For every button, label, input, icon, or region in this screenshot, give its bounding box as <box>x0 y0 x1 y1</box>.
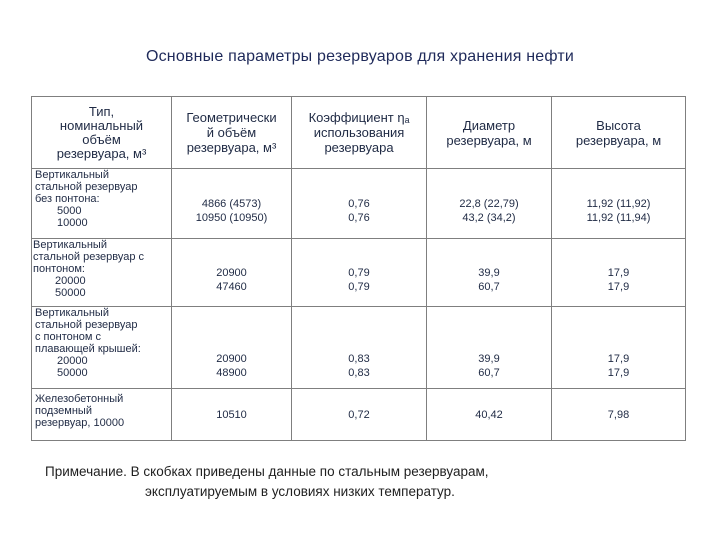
volume-value: 20900 <box>216 352 247 365</box>
header-type-line: Тип, <box>88 103 115 119</box>
header-height-line: Высота <box>596 117 641 133</box>
height-value: 7,98 <box>607 408 630 421</box>
type-line: Вертикальный <box>33 239 107 251</box>
table-row: Вертикальный стальной резервуар без понт… <box>31 168 686 239</box>
type-cell: Вертикальный стальной резервуар без понт… <box>31 168 172 239</box>
type-line: Вертикальный <box>35 169 109 181</box>
height-cell: 17,9 17,9 <box>551 306 686 389</box>
coef-value: 0,79 <box>348 280 370 293</box>
type-line: подземный <box>35 405 92 417</box>
diameter-cell: 40,42 <box>426 388 552 441</box>
nominal-volume: 20000 <box>55 275 86 287</box>
type-line: Железобетонный <box>35 393 124 405</box>
volume-cell: 20900 48900 <box>171 306 292 389</box>
type-cell: Вертикальный стальной резервуар с понтон… <box>31 238 172 307</box>
coef-value: 0,72 <box>348 408 370 421</box>
header-height-line: резервуара, м <box>575 132 662 148</box>
footnote-line: Примечание. В скобках приведены данные п… <box>45 464 489 479</box>
volume-cell: 10510 <box>171 388 292 441</box>
header-type-line: объём <box>82 131 121 147</box>
type-line: стальной резервуар с <box>33 251 144 263</box>
table-row: Железобетонный подземный резервуар, 1000… <box>31 388 686 441</box>
table-header-row: Тип, номинальный объём резервуара, м³ Ге… <box>31 96 686 169</box>
height-cell: 7,98 <box>551 388 686 441</box>
type-line: плавающей крышей: <box>35 343 141 355</box>
header-diameter-line: Диаметр <box>462 117 516 133</box>
type-cell: Вертикальный стальной резервуар с понтон… <box>31 306 172 389</box>
nominal-volume: 50000 <box>55 287 86 299</box>
coef-value: 0,76 <box>348 211 370 224</box>
type-line: стальной резервуар <box>35 181 138 193</box>
coef-value: 0,83 <box>348 366 370 379</box>
nominal-volume: 50000 <box>57 367 88 379</box>
volume-value: 20900 <box>216 266 247 279</box>
diameter-value: 40,42 <box>475 408 503 421</box>
header-coef-line: Коэффициент ηₐ <box>308 110 410 125</box>
nominal-volume: 5000 <box>57 205 82 217</box>
type-line: Вертикальный <box>35 307 109 319</box>
coef-cell: 0,72 <box>291 388 427 441</box>
header-coefficient: Коэффициент ηₐ использования резервуара <box>291 96 427 169</box>
diameter-value: 22,8 (22,79) <box>459 197 519 210</box>
height-value: 17,9 <box>607 280 630 293</box>
volume-value: 4866 (4573) <box>201 197 262 210</box>
slide-title: Основные параметры резервуаров для хране… <box>145 48 575 65</box>
volume-value: 10950 (10950) <box>195 211 268 224</box>
footnote-line: эксплуатируемым в условиях низких темпер… <box>145 484 455 499</box>
header-diameter-line: резервуара, м <box>446 132 532 148</box>
table-row: Вертикальный стальной резервуар с понтон… <box>31 306 686 389</box>
volume-value: 10510 <box>216 408 247 421</box>
type-line: понтоном: <box>33 263 85 275</box>
diameter-value: 43,2 (34,2) <box>462 211 516 224</box>
diameter-cell: 39,9 60,7 <box>426 306 552 389</box>
tank-parameters-table: Тип, номинальный объём резервуара, м³ Ге… <box>31 96 686 441</box>
nominal-volume: 10000 <box>57 217 88 229</box>
diameter-value: 60,7 <box>478 280 500 293</box>
type-line: резервуар, 10000 <box>35 417 125 429</box>
nominal-volume: 20000 <box>57 355 88 367</box>
coef-value: 0,83 <box>348 352 370 365</box>
height-value: 17,9 <box>607 266 630 279</box>
header-diameter: Диаметр резервуара, м <box>426 96 552 169</box>
height-value: 11,92 (11,92) <box>586 197 651 210</box>
coef-value: 0,79 <box>348 266 370 279</box>
type-cell: Железобетонный подземный резервуар, 1000… <box>31 388 172 441</box>
header-type-line: резервуара, м³ <box>56 145 147 161</box>
volume-cell: 4866 (4573) 10950 (10950) <box>171 168 292 239</box>
height-value: 11,92 (11,94) <box>586 211 651 224</box>
header-coef-line: резервуара <box>324 140 394 155</box>
coef-cell: 0,83 0,83 <box>291 306 427 389</box>
coef-cell: 0,76 0,76 <box>291 168 427 239</box>
volume-value: 47460 <box>216 280 247 293</box>
coef-cell: 0,79 0,79 <box>291 238 427 307</box>
header-coef-line: использования <box>313 125 405 140</box>
diameter-value: 39,9 <box>478 266 500 279</box>
height-cell: 11,92 (11,92) 11,92 (11,94) <box>551 168 686 239</box>
footnote: Примечание. В скобках приведены данные п… <box>45 462 489 502</box>
type-line: с понтоном с <box>35 331 102 343</box>
diameter-value: 39,9 <box>478 352 500 365</box>
diameter-value: 60,7 <box>478 366 500 379</box>
height-value: 17,9 <box>607 366 630 379</box>
header-volume-line: й объём <box>206 125 257 140</box>
header-type: Тип, номинальный объём резервуара, м³ <box>31 96 172 169</box>
height-value: 17,9 <box>607 352 630 365</box>
coef-value: 0,76 <box>348 197 370 210</box>
header-volume-line: Геометрически <box>186 110 277 125</box>
type-line: без понтона: <box>35 193 100 205</box>
diameter-cell: 22,8 (22,79) 43,2 (34,2) <box>426 168 552 239</box>
header-volume-line: резервуара, м³ <box>186 140 277 155</box>
volume-cell: 20900 47460 <box>171 238 292 307</box>
header-height: Высота резервуара, м <box>551 96 686 169</box>
volume-value: 48900 <box>216 366 247 379</box>
diameter-cell: 39,9 60,7 <box>426 238 552 307</box>
header-type-line: номинальный <box>59 117 144 133</box>
height-cell: 17,9 17,9 <box>551 238 686 307</box>
table-row: Вертикальный стальной резервуар с понтон… <box>31 238 686 307</box>
header-volume: Геометрически й объём резервуара, м³ <box>171 96 292 169</box>
type-line: стальной резервуар <box>35 319 138 331</box>
